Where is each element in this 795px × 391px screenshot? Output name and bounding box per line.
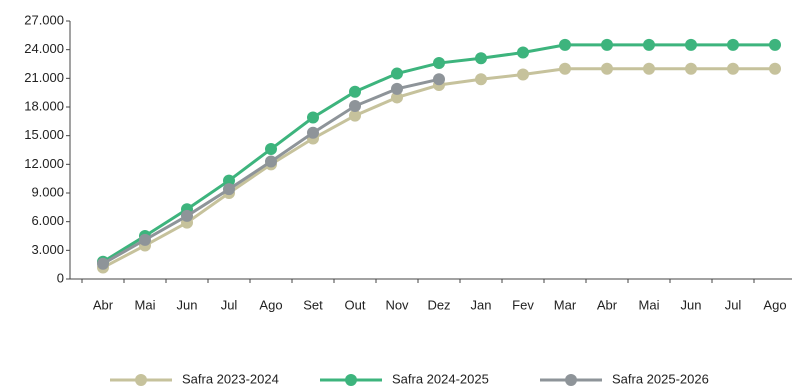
x-tick-label: Nov xyxy=(385,297,409,312)
data-point xyxy=(349,85,361,98)
data-point xyxy=(685,62,697,75)
data-point xyxy=(349,109,361,122)
legend-label: Safra 2025-2026 xyxy=(612,371,709,386)
x-tick-label: Jun xyxy=(681,297,702,312)
y-tick-label: 12.000 xyxy=(24,156,64,171)
data-point xyxy=(223,174,235,187)
x-tick-label: Ago xyxy=(763,297,786,312)
data-point xyxy=(349,100,361,113)
data-point xyxy=(601,62,613,75)
x-tick-label: Jun xyxy=(177,297,198,312)
x-tick-label: Abr xyxy=(93,297,114,312)
data-point xyxy=(559,38,571,51)
y-tick-label: 0 xyxy=(57,270,64,285)
data-point xyxy=(307,111,319,124)
data-point xyxy=(559,62,571,75)
data-point xyxy=(727,38,739,51)
data-point xyxy=(391,67,403,80)
y-tick-label: 18.000 xyxy=(24,98,64,113)
x-tick-label: Mar xyxy=(554,297,577,312)
data-point xyxy=(139,233,151,246)
y-tick-label: 21.000 xyxy=(24,70,64,85)
data-point xyxy=(433,73,445,86)
series-line xyxy=(102,77,440,266)
data-point xyxy=(769,38,781,51)
data-point xyxy=(643,62,655,75)
y-tick-label: 9.000 xyxy=(31,184,64,199)
data-point xyxy=(265,143,277,156)
legend-marker xyxy=(345,374,357,386)
x-tick-label: Out xyxy=(345,297,366,312)
x-tick-label: Ago xyxy=(259,297,282,312)
data-point xyxy=(727,62,739,75)
data-point xyxy=(601,38,613,51)
x-tick-label: Jul xyxy=(221,297,238,312)
x-tick-label: Mai xyxy=(639,297,660,312)
data-point xyxy=(475,73,487,86)
data-point xyxy=(391,91,403,104)
data-point xyxy=(433,57,445,70)
x-tick-label: Jul xyxy=(725,297,742,312)
data-point xyxy=(475,52,487,65)
data-point xyxy=(223,183,235,196)
data-point xyxy=(307,126,319,139)
x-tick-label: Jan xyxy=(471,297,492,312)
legend-marker xyxy=(135,374,147,386)
x-tick-label: Fev xyxy=(512,297,534,312)
y-tick-label: 3.000 xyxy=(31,242,64,257)
data-point xyxy=(643,38,655,51)
y-tick-label: 24.000 xyxy=(24,41,64,56)
y-tick-label: 15.000 xyxy=(24,127,64,142)
x-tick-label: Abr xyxy=(597,297,618,312)
legend-label: Safra 2024-2025 xyxy=(392,371,489,386)
y-tick-label: 27.000 xyxy=(24,12,64,27)
data-point xyxy=(685,38,697,51)
data-point xyxy=(265,155,277,168)
series-line xyxy=(102,67,775,269)
data-point xyxy=(97,257,109,270)
x-tick-label: Set xyxy=(303,297,323,312)
x-tick-label: Mai xyxy=(135,297,156,312)
y-tick-label: 6.000 xyxy=(31,213,64,228)
data-point xyxy=(517,68,529,81)
x-tick-label: Dez xyxy=(427,297,450,312)
legend-label: Safra 2023-2024 xyxy=(182,371,279,386)
data-point xyxy=(181,209,193,222)
data-point xyxy=(769,62,781,75)
data-point xyxy=(391,82,403,95)
legend-marker xyxy=(565,374,577,386)
data-point xyxy=(517,46,529,59)
